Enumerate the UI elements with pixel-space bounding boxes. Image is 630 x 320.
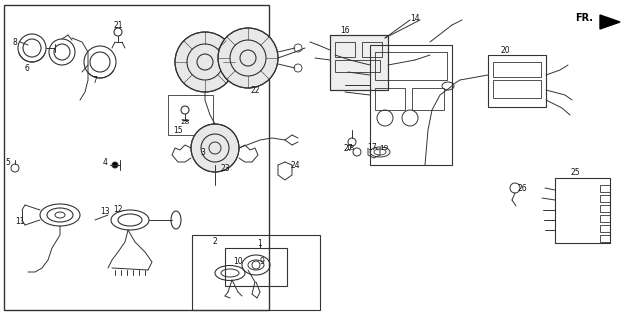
Bar — [600, 185, 610, 192]
Bar — [600, 235, 610, 242]
Text: 24: 24 — [290, 161, 300, 170]
Text: 26: 26 — [517, 183, 527, 193]
Bar — [330, 35, 388, 90]
Text: 27: 27 — [343, 143, 353, 153]
Bar — [555, 178, 610, 243]
Circle shape — [112, 162, 118, 168]
Text: 1: 1 — [258, 239, 262, 249]
Text: 12: 12 — [113, 205, 123, 214]
Bar — [600, 215, 610, 222]
Bar — [493, 62, 541, 77]
Text: FR.: FR. — [575, 13, 593, 23]
Text: 18: 18 — [345, 145, 355, 151]
Text: 2: 2 — [212, 237, 217, 246]
Bar — [4, 5, 269, 310]
Bar — [412, 88, 444, 110]
Bar — [600, 195, 610, 202]
Text: 19: 19 — [379, 145, 389, 151]
Text: 10: 10 — [233, 258, 243, 267]
Text: 17: 17 — [367, 142, 377, 151]
Text: 5: 5 — [6, 157, 11, 166]
Bar — [600, 205, 610, 212]
Text: 28: 28 — [180, 119, 190, 125]
Text: 21: 21 — [113, 20, 123, 29]
Bar — [168, 95, 213, 135]
Bar — [375, 52, 447, 80]
Circle shape — [175, 32, 235, 92]
Bar — [225, 248, 287, 286]
Text: 23: 23 — [220, 164, 230, 172]
Text: 6: 6 — [25, 63, 30, 73]
Text: 15: 15 — [173, 125, 183, 134]
Polygon shape — [600, 15, 620, 29]
Circle shape — [191, 124, 239, 172]
Bar — [375, 88, 405, 110]
Bar — [362, 42, 382, 57]
Bar — [600, 225, 610, 232]
Text: 20: 20 — [500, 45, 510, 54]
Text: 7: 7 — [93, 76, 98, 84]
Bar — [335, 42, 355, 57]
Text: 9: 9 — [260, 258, 265, 267]
Bar — [192, 235, 320, 310]
Bar — [488, 55, 546, 107]
Text: 22: 22 — [250, 85, 260, 94]
Bar — [493, 80, 541, 98]
Text: 11: 11 — [15, 218, 25, 227]
Text: 4: 4 — [103, 157, 108, 166]
Bar — [335, 60, 380, 72]
Text: 16: 16 — [340, 26, 350, 35]
Text: 13: 13 — [100, 207, 110, 217]
Text: 25: 25 — [570, 167, 580, 177]
Text: 8: 8 — [13, 37, 18, 46]
Text: 3: 3 — [200, 148, 205, 156]
Circle shape — [218, 28, 278, 88]
Bar — [330, 35, 388, 90]
Text: 14: 14 — [410, 13, 420, 22]
Bar — [370, 45, 452, 165]
